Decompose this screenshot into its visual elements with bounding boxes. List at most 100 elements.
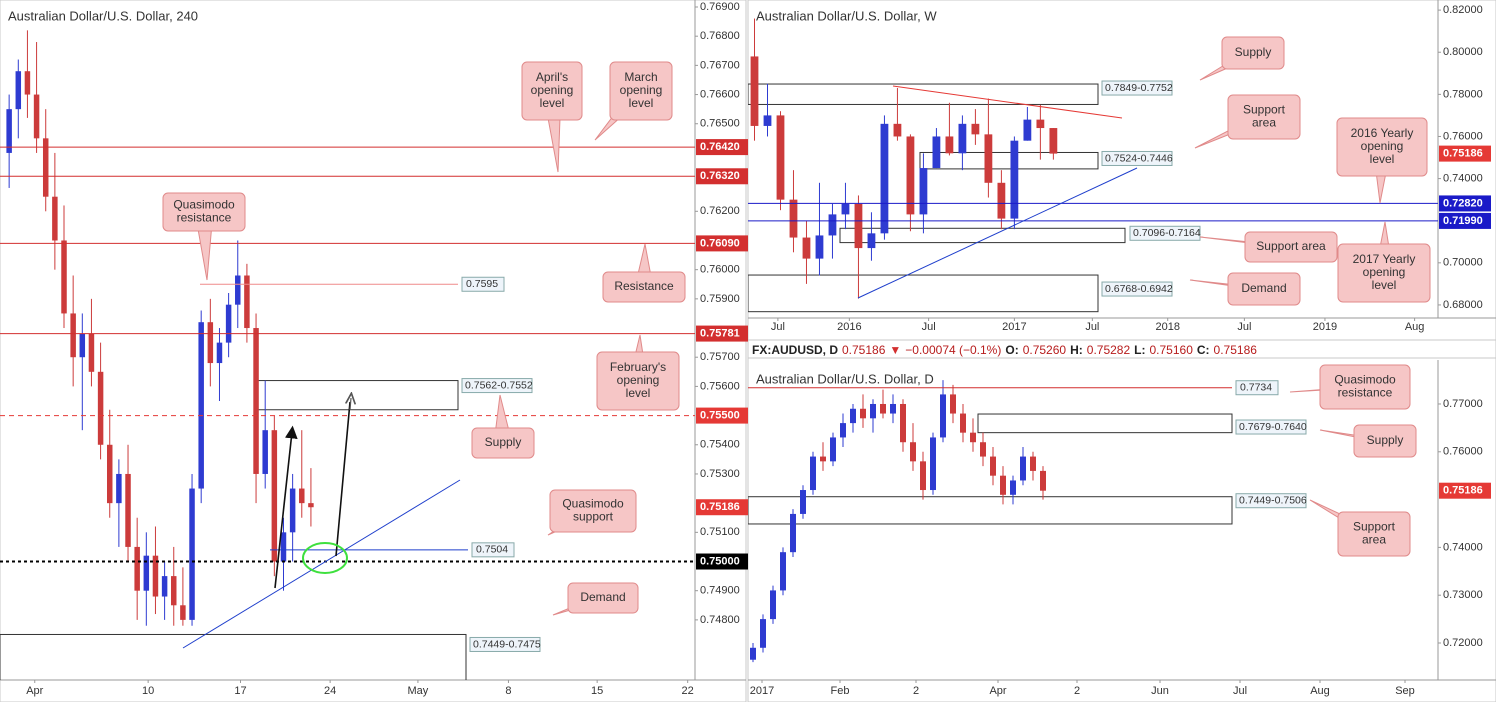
y-tick-label: 0.76000: [700, 264, 740, 276]
candle-body: [97, 371, 104, 445]
y-tick-label: 0.75100: [700, 526, 740, 538]
callout-text: Quasimodo: [173, 198, 235, 212]
candle-body: [225, 304, 232, 343]
candle-body: [910, 442, 916, 462]
candle-body: [1036, 119, 1045, 129]
candle-body: [802, 237, 811, 259]
candle-body: [216, 342, 223, 364]
symbol: FX:AUDUSD, D: [752, 342, 838, 357]
callout-box: [1227, 272, 1301, 306]
callout-box: [602, 271, 686, 303]
callout-box: [1337, 243, 1431, 303]
callout-text: area: [1362, 533, 1386, 547]
candle-body: [997, 182, 1006, 219]
close-value: 0.75186: [1213, 342, 1257, 357]
price-tag-label: 0.75186: [700, 501, 740, 513]
candle-body: [932, 136, 941, 169]
candle-body: [980, 442, 986, 457]
candle-body: [820, 456, 826, 462]
candle-body: [1049, 128, 1058, 154]
price-tag-label: 0.72820: [1443, 197, 1483, 209]
price-tag: [1439, 482, 1491, 499]
candle-body: [15, 71, 22, 110]
open-label: O:: [1005, 342, 1019, 357]
callout-text: Support area: [1256, 239, 1326, 253]
zone-label-box: [1235, 493, 1307, 509]
zone-box: [0, 633, 467, 680]
candle-body: [893, 123, 902, 137]
candle-body: [990, 456, 996, 476]
price-tag-label: 0.76420: [700, 141, 740, 153]
change-arrow: ▼: [889, 342, 902, 357]
x-tick-label: 10: [142, 685, 154, 697]
candle-body: [841, 203, 850, 215]
candle-body: [262, 430, 268, 474]
price-tag: [696, 499, 748, 516]
candle-body: [945, 136, 954, 154]
candle-body: [854, 203, 863, 249]
candle-body: [33, 94, 40, 139]
y-tick-label: 0.76000: [1443, 446, 1483, 458]
candle-body: [770, 590, 776, 620]
symbol-header: FX:AUDUSD, D 0.75186 ▼ −0.00074 (−0.1%) …: [752, 341, 1257, 358]
x-tick-label: 2: [913, 685, 919, 697]
highlight-ellipse: [302, 542, 348, 574]
drawings: [182, 85, 1138, 649]
candle-body: [280, 532, 287, 562]
candle-body: [919, 168, 928, 215]
y-tick-label: 0.74000: [1443, 541, 1483, 553]
price-tag: [696, 168, 748, 185]
price-tag-label: 0.75000: [700, 555, 740, 567]
price-tag-label: 0.76090: [700, 237, 740, 249]
level-label-box: [471, 542, 515, 558]
y-tick-label: 0.76200: [700, 205, 740, 217]
high-value: 0.75282: [1086, 342, 1131, 357]
y-tick-label: 0.76800: [700, 30, 740, 42]
candle-body: [860, 408, 866, 419]
candle-body: [950, 394, 956, 414]
callout-text: Demand: [580, 590, 625, 604]
candle-body: [789, 199, 798, 238]
price-tag: [696, 325, 748, 342]
zone-label-box: [469, 636, 541, 652]
zone-label-box: [1129, 225, 1201, 241]
x-tick-label: 2019: [1313, 321, 1337, 333]
candle-body: [760, 619, 766, 648]
zone-label-box: [1235, 419, 1307, 435]
candle-body: [930, 437, 936, 491]
candle-body: [88, 333, 95, 372]
x-tick-label: 17: [234, 685, 246, 697]
y-tick-label: 0.76700: [700, 59, 740, 71]
callout-text: opening: [531, 83, 574, 97]
callout-box: [521, 61, 583, 121]
candle-body: [143, 555, 150, 591]
last-price: 0.75186: [842, 342, 886, 357]
callout-box: [549, 489, 637, 533]
callout-text: opening: [617, 373, 660, 387]
callout-text: resistance: [177, 211, 232, 225]
candle-body: [1020, 456, 1026, 481]
callout-text: Quasimodo: [1334, 373, 1396, 387]
candle-body: [70, 313, 76, 358]
callout-text: 2016 Yearly: [1351, 126, 1414, 140]
candle-body: [1010, 140, 1019, 219]
callout-text: Resistance: [614, 279, 674, 293]
high-label: H:: [1070, 342, 1083, 357]
x-tick-label: Apr: [989, 685, 1006, 697]
callout-text: resistance: [1338, 386, 1393, 400]
chart-title: Australian Dollar/U.S. Dollar, D: [756, 371, 934, 386]
x-tick-label: Aug: [1405, 321, 1425, 333]
level-label: 0.7504: [476, 544, 508, 556]
callout-box: [1336, 117, 1428, 177]
candle-body: [289, 488, 296, 533]
low-label: L:: [1134, 342, 1146, 357]
candle-body: [308, 503, 314, 508]
zone-label: 0.7449-0.7475: [473, 638, 541, 650]
candle-body: [235, 275, 241, 305]
candle-body: [79, 333, 86, 358]
candle-body: [940, 394, 946, 438]
x-tick-label: Jul: [1233, 685, 1247, 697]
low-value: 0.75160: [1149, 342, 1193, 357]
x-tick-label: May: [408, 685, 429, 697]
